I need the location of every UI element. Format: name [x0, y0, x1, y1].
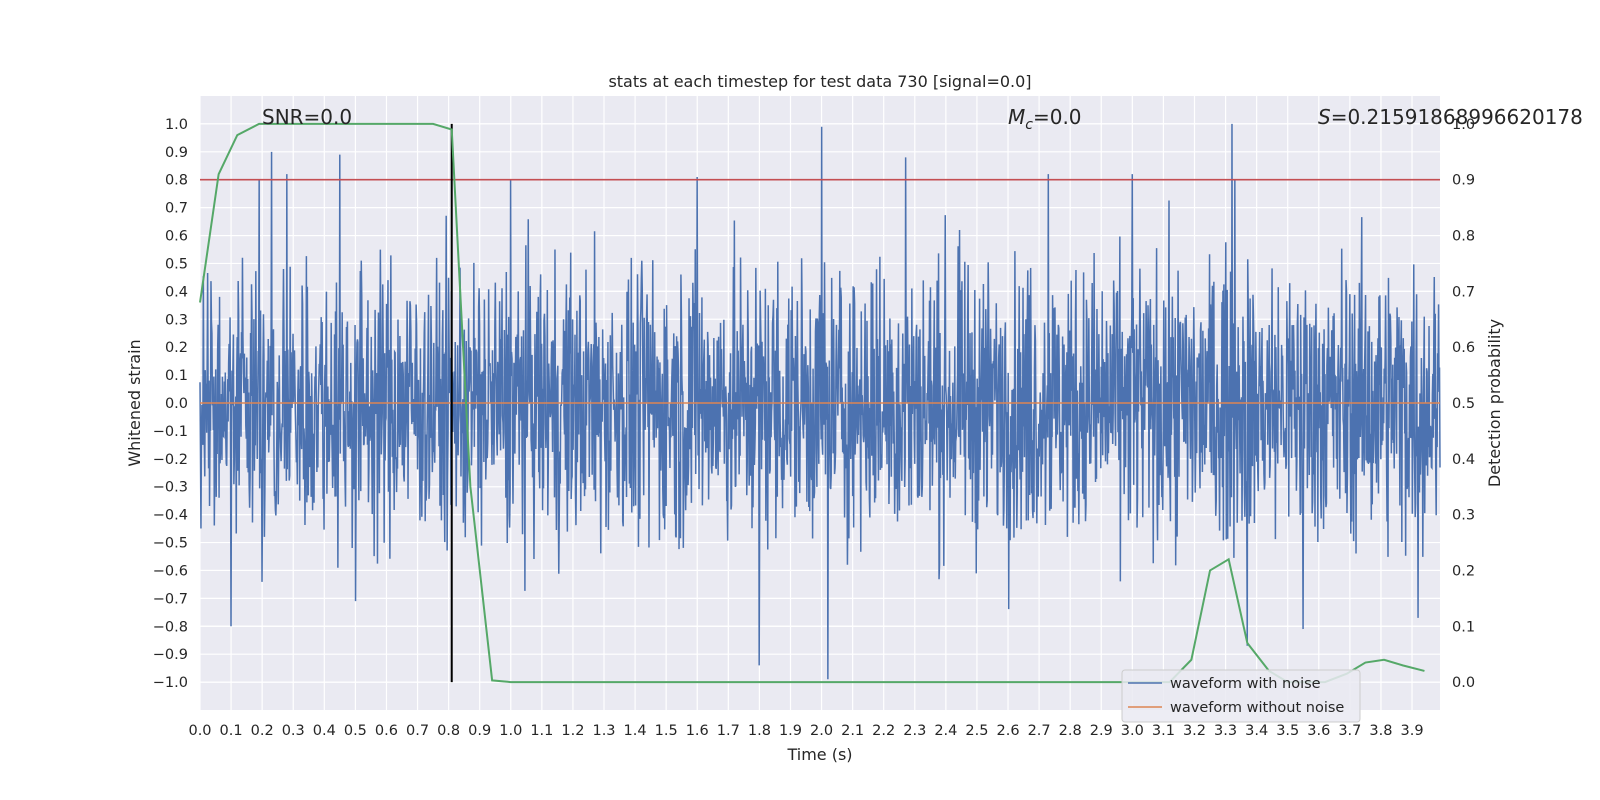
x-tick-label: 1.0 [499, 723, 522, 739]
y2-tick-label: 0.1 [1452, 619, 1475, 635]
y-tick-label: −0.9 [153, 647, 188, 663]
x-tick-label: 2.8 [1059, 723, 1082, 739]
x-tick-label: 0.9 [468, 723, 491, 739]
y-tick-label: −0.6 [153, 563, 188, 579]
legend-label-clean: waveform without noise [1170, 700, 1344, 716]
x-tick-label: 2.1 [841, 723, 864, 739]
detection-probability-series [199, 122, 1425, 684]
y-tick-label: 0.5 [165, 256, 188, 272]
y-tick-label: −0.8 [153, 619, 188, 635]
x-tick-label: 0.2 [251, 723, 274, 739]
y2-tick-label: 0.5 [1452, 396, 1475, 412]
y2-tick-label: 0.7 [1452, 284, 1475, 300]
chart-title: stats at each timestep for test data 730… [608, 72, 1031, 91]
x-tick-label: 3.1 [1152, 723, 1175, 739]
x-tick-label: 3.5 [1276, 723, 1299, 739]
x-tick-label: 3.2 [1183, 723, 1206, 739]
x-tick-labels: 0.0 0.1 0.2 0.3 0.4 0.5 0.6 0.7 0.8 0.9 1.0 1.1 1.2 1… [188, 723, 1423, 739]
x-tick-label: 0.4 [313, 723, 336, 739]
mc-value: =0.0 [1033, 105, 1082, 129]
x-tick-label: 3.0 [1121, 723, 1144, 739]
y-tick-label: 0.1 [165, 368, 188, 384]
x-tick-label: 1.5 [655, 723, 678, 739]
legend-label-noise: waveform with noise [1170, 676, 1321, 692]
s-annotation: S=0.21591868996620178 [1318, 105, 1583, 129]
x-tick-label: 0.7 [406, 723, 429, 739]
y-tick-label: −0.5 [153, 536, 188, 552]
x-axis-label: Time (s) [786, 745, 852, 764]
y2-axis-label: Detection probability [1485, 319, 1504, 487]
y-tick-label: −1.0 [153, 675, 188, 691]
x-tick-label: 0.3 [282, 723, 305, 739]
x-tick-label: 3.8 [1369, 723, 1392, 739]
y-tick-label: 0.7 [165, 201, 188, 217]
y-tick-labels: 1.0 0.9 0.8 0.7 0.6 0.5 0.4 0.3 0.2 0.1 0.0 −0.1 −0.… [153, 117, 188, 691]
s-value: =0.21591868996620178 [1331, 105, 1583, 129]
x-tick-label: 0.6 [375, 723, 398, 739]
x-tick-label: 0.5 [344, 723, 367, 739]
y2-tick-label: 0.4 [1452, 452, 1475, 468]
waveform-with-noise-line [199, 123, 1441, 680]
x-tick-label: 2.7 [1028, 723, 1051, 739]
x-tick-label: 2.6 [996, 723, 1019, 739]
y-tick-label: −0.7 [153, 591, 188, 607]
x-tick-label: 1.4 [624, 723, 647, 739]
legend-box [1121, 669, 1361, 723]
y-tick-label: 0.9 [165, 145, 188, 161]
legend: waveform with noise waveform without noi… [1121, 669, 1361, 723]
y-tick-label: 0.6 [165, 229, 188, 245]
y-tick-label: −0.2 [153, 452, 188, 468]
y-axis-label: Whitened strain [125, 339, 144, 466]
y-tick-label: 0.2 [165, 340, 188, 356]
x-tick-label: 0.1 [220, 723, 243, 739]
x-tick-label: 1.9 [779, 723, 802, 739]
x-tick-label: 3.3 [1214, 723, 1237, 739]
x-tick-label: 3.6 [1307, 723, 1330, 739]
x-tick-label: 1.7 [717, 723, 740, 739]
y2-tick-label: 0.0 [1452, 675, 1475, 691]
s-symbol: S [1318, 105, 1331, 129]
x-tick-label: 1.6 [686, 723, 709, 739]
x-tick-label: 2.0 [810, 723, 833, 739]
x-tick-label: 1.2 [561, 723, 584, 739]
x-tick-label: 1.3 [592, 723, 615, 739]
mc-annotation: Mc=0.0 [1008, 105, 1082, 133]
mc-subscript: c [1025, 117, 1033, 133]
x-tick-label: 3.4 [1245, 723, 1268, 739]
y-tick-label: −0.1 [153, 424, 188, 440]
x-tick-label: 0.0 [188, 723, 211, 739]
y-tick-label: 0.0 [165, 396, 188, 412]
y2-tick-label: 0.3 [1452, 508, 1475, 524]
x-tick-label: 2.4 [934, 723, 957, 739]
y2-tick-labels: 1.0 0.9 0.8 0.7 0.6 0.5 0.4 0.3 0.2 0.1 0.0 [1452, 117, 1475, 691]
snr-annotation: SNR=0.0 [262, 105, 352, 129]
x-tick-label: 2.2 [872, 723, 895, 739]
y-tick-label: 0.4 [165, 284, 188, 300]
y-tick-label: 1.0 [165, 117, 188, 133]
waveform-with-noise-series [199, 123, 1441, 680]
x-tick-label: 3.9 [1400, 723, 1423, 739]
y2-tick-label: 0.6 [1452, 340, 1475, 356]
y-tick-label: −0.3 [153, 480, 188, 496]
y-tick-label: 0.3 [165, 312, 188, 328]
x-tick-label: 2.5 [965, 723, 988, 739]
x-tick-label: 2.3 [903, 723, 926, 739]
y-tick-label: −0.4 [153, 508, 188, 524]
y2-tick-label: 1.0 [1452, 117, 1475, 133]
x-tick-label: 2.9 [1090, 723, 1113, 739]
detection-probability-line [199, 122, 1425, 684]
x-tick-label: 1.1 [530, 723, 553, 739]
x-tick-label: 0.8 [437, 723, 460, 739]
y2-tick-label: 0.2 [1452, 563, 1475, 579]
y-tick-label: 0.8 [165, 173, 188, 189]
y2-tick-label: 0.8 [1452, 229, 1475, 245]
mc-symbol: M [1008, 105, 1025, 129]
x-tick-label: 3.7 [1338, 723, 1361, 739]
y2-tick-label: 0.9 [1452, 173, 1475, 189]
x-tick-label: 1.8 [748, 723, 771, 739]
